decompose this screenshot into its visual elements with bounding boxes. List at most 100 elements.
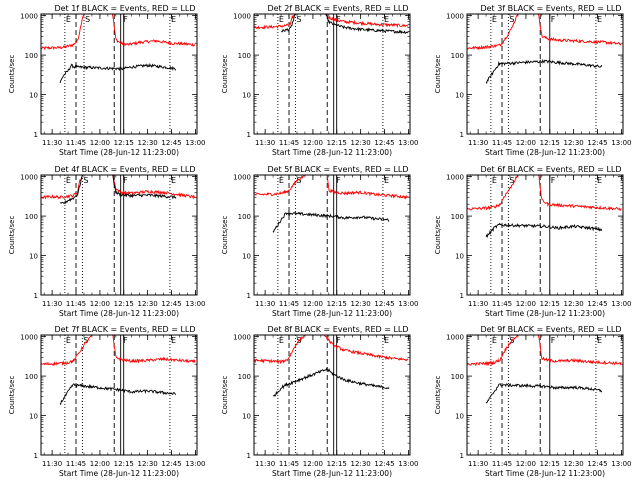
marker-label: F: [336, 176, 341, 185]
detector-panel-4: Det 4f BLACK = Events, RED = LLD Counts/s…: [8, 165, 206, 318]
marker-label: E: [597, 336, 602, 345]
x-tick-label: 11:30: [468, 460, 488, 468]
marker-label: F: [336, 336, 341, 345]
x-tick-label: 13:00: [185, 139, 205, 147]
x-axis-label: Start Time (28-Jun-12 11:23:00): [272, 309, 392, 318]
events-series-line: [272, 367, 390, 397]
marker-label: S: [296, 15, 301, 24]
x-tick-label: 12:30: [138, 300, 158, 308]
marker-label: S: [83, 336, 88, 345]
marker-label: E: [597, 176, 602, 185]
plot-frame: [466, 174, 624, 296]
x-tick-label: 11:45: [492, 300, 512, 308]
x-tick-label: 12:45: [161, 460, 181, 468]
plot-frame: [253, 334, 411, 456]
events-series-line: [485, 58, 603, 84]
y-tick-label: 1: [460, 131, 464, 139]
lld-series-line: [41, 335, 196, 367]
y-axis-label: Counts/sec: [8, 376, 16, 415]
plot-frame: [40, 174, 198, 296]
marker-label: E: [171, 176, 176, 185]
marker-label: S: [509, 15, 514, 24]
panel-title: Det 4f BLACK = Events, RED = LLD: [54, 165, 195, 174]
x-tick-label: 12:00: [303, 460, 323, 468]
y-tick-label: 1000: [446, 13, 464, 21]
y-axis-label: Counts/sec: [434, 216, 442, 255]
detector-panel-3: Det 3f BLACK = Events, RED = LLD Counts/s…: [434, 4, 632, 157]
y-tick-label: 10: [242, 92, 251, 100]
y-tick-label: 1: [247, 292, 251, 300]
x-tick-label: 12:30: [138, 460, 158, 468]
marker-label: E: [66, 176, 71, 185]
y-tick-label: 100: [451, 373, 464, 381]
plot-frame: [40, 334, 198, 456]
x-tick-label: 12:30: [564, 139, 584, 147]
y-tick-label: 100: [238, 213, 251, 221]
x-tick-label: 12:45: [374, 460, 394, 468]
marker-label: E: [384, 15, 389, 24]
lld-series-line: [467, 14, 622, 51]
detector-panel-6: Det 6f BLACK = Events, RED = LLD Counts/s…: [434, 165, 632, 318]
x-tick-label: 11:45: [279, 300, 299, 308]
marker-label: S: [83, 176, 88, 185]
detector-panel-5: Det 5f BLACK = Events, RED = LLD Counts/s…: [221, 165, 419, 318]
x-tick-label: 12:30: [564, 460, 584, 468]
x-tick-label: 11:30: [255, 300, 275, 308]
y-axis-label: Counts/sec: [221, 376, 229, 415]
x-tick-label: 12:15: [327, 460, 347, 468]
x-tick-label: 11:30: [255, 460, 275, 468]
marker-label: F: [123, 336, 128, 345]
events-series-line: [280, 14, 409, 35]
lld-series-line: [41, 14, 196, 51]
y-axis-label: Counts/sec: [8, 55, 16, 94]
panel-title: Det 2f BLACK = Events, RED = LLD: [267, 4, 408, 13]
events-series-line: [59, 383, 176, 406]
plot-frame: [253, 174, 411, 296]
marker-label: E: [384, 176, 389, 185]
x-tick-label: 12:00: [516, 139, 536, 147]
marker-label: E: [171, 15, 176, 24]
x-axis-label: Start Time (28-Jun-12 11:23:00): [272, 469, 392, 478]
y-tick-label: 100: [238, 373, 251, 381]
lld-series-line: [254, 14, 409, 30]
x-tick-label: 12:00: [303, 139, 323, 147]
x-tick-label: 13:00: [185, 460, 205, 468]
x-tick-label: 11:45: [66, 460, 86, 468]
x-tick-label: 12:00: [90, 139, 110, 147]
x-tick-label: 12:15: [540, 139, 560, 147]
y-tick-label: 1: [34, 452, 38, 460]
marker-label: S: [85, 15, 90, 24]
detector-panel-2: Det 2f BLACK = Events, RED = LLD Counts/s…: [221, 4, 419, 157]
x-tick-label: 13:00: [611, 460, 631, 468]
marker-label: S: [296, 176, 301, 185]
y-tick-label: 1000: [233, 174, 251, 182]
x-axis-label: Start Time (28-Jun-12 11:23:00): [485, 469, 605, 478]
marker-label: E: [492, 336, 497, 345]
y-tick-label: 1: [460, 292, 464, 300]
x-tick-label: 11:30: [42, 300, 62, 308]
x-tick-label: 12:15: [540, 460, 560, 468]
y-tick-label: 10: [242, 413, 251, 421]
y-tick-label: 1: [34, 131, 38, 139]
x-tick-label: 12:45: [374, 139, 394, 147]
x-axis-label: Start Time (28-Jun-12 11:23:00): [59, 148, 179, 157]
y-axis-label: Counts/sec: [8, 216, 16, 255]
x-tick-label: 12:15: [114, 139, 134, 147]
plot-frame: [466, 334, 624, 456]
x-tick-label: 13:00: [398, 300, 418, 308]
y-tick-label: 100: [25, 52, 38, 60]
lld-series-line: [467, 335, 622, 367]
x-axis-label: Start Time (28-Jun-12 11:23:00): [272, 148, 392, 157]
y-tick-label: 100: [451, 52, 464, 60]
y-tick-label: 10: [29, 413, 38, 421]
y-tick-label: 1000: [233, 13, 251, 21]
plot-frame: [40, 13, 198, 135]
marker-label: F: [551, 336, 556, 345]
panel-title: Det 7f BLACK = Events, RED = LLD: [54, 325, 195, 334]
lld-series-line: [254, 175, 409, 200]
marker-label: F: [123, 15, 128, 24]
marker-label: F: [336, 15, 341, 24]
y-tick-label: 1: [34, 292, 38, 300]
x-tick-label: 12:30: [564, 300, 584, 308]
